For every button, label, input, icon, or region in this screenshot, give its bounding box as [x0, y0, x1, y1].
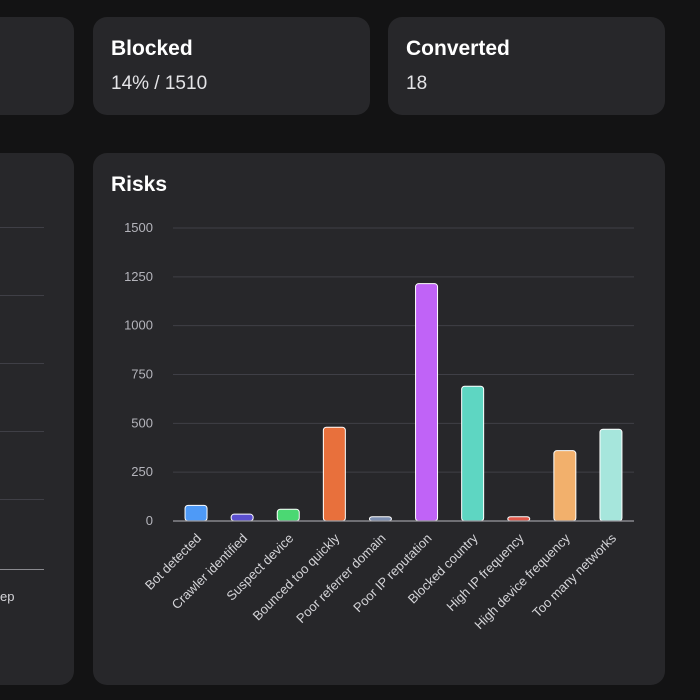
- gridline: [0, 363, 44, 364]
- risks-title: Risks: [111, 173, 168, 196]
- x-tick-label: Bounced too quickly: [250, 530, 343, 623]
- y-tick-label: 750: [131, 367, 153, 382]
- y-tick-label: 500: [131, 415, 153, 430]
- bar: [507, 516, 531, 522]
- x-tick-label: High IP frequency: [443, 530, 527, 614]
- gridline: [0, 499, 44, 500]
- bar: [276, 508, 300, 522]
- bar: [415, 283, 439, 522]
- left-chart-panel: ep: [0, 153, 74, 685]
- y-tick-label: 1250: [124, 269, 153, 284]
- converted-stat-card: Converted 18: [388, 17, 665, 115]
- blocked-value: 14% / 1510: [111, 73, 208, 94]
- bar: [368, 516, 392, 522]
- blocked-stat-card: Blocked 14% / 1510: [93, 17, 370, 115]
- bar: [461, 385, 485, 522]
- y-tick-label: 250: [131, 464, 153, 479]
- partial-axis-label: ep: [0, 589, 15, 604]
- gridline: [0, 227, 44, 228]
- y-tick-label: 0: [146, 513, 153, 528]
- gridline: [0, 295, 44, 296]
- x-tick-label: Poor referrer domain: [293, 531, 388, 626]
- bar: [599, 428, 623, 522]
- bar: [322, 426, 346, 522]
- bar: [553, 450, 577, 522]
- y-tick-label: 1500: [124, 220, 153, 235]
- converted-value: 18: [406, 73, 428, 94]
- risks-panel: Risks 0 250 500 750 1000 1250 1500 Bot detected…: [93, 153, 665, 685]
- x-tick-label: Too many networks: [529, 530, 619, 620]
- blocked-title: Blocked: [111, 37, 193, 60]
- bar: [230, 513, 254, 522]
- gridline: [0, 431, 44, 432]
- left-stat-card: [0, 17, 74, 115]
- y-tick-label: 1000: [124, 318, 153, 333]
- x-tick-label: Poor IP reputation: [350, 531, 435, 616]
- x-axis-line: [0, 569, 44, 570]
- bar: [184, 504, 208, 522]
- converted-title: Converted: [406, 37, 510, 60]
